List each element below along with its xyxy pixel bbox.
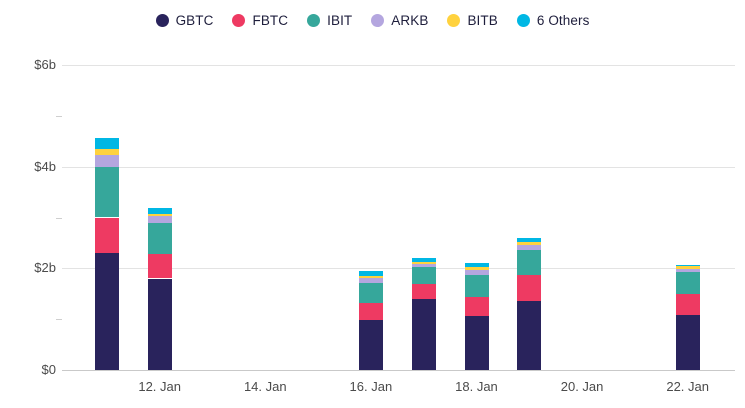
bar-11-jan-ibit-segment[interactable] xyxy=(94,166,119,218)
y-minor-tick xyxy=(56,115,62,117)
bar-11-jan-bitb-segment[interactable] xyxy=(94,148,119,156)
legend-swatch-6-others xyxy=(516,14,530,27)
legend-swatch-gbtc xyxy=(155,14,169,27)
y-axis-tick-label: $0 xyxy=(41,362,56,377)
bar-12-jan-gbtc-segment[interactable] xyxy=(147,278,172,370)
legend-swatch-arkb xyxy=(371,14,385,27)
bar-18-jan-bitb-segment[interactable] xyxy=(464,266,489,270)
bar-18-jan-arkb-segment[interactable] xyxy=(464,269,489,275)
bar-17-jan-6-others-segment[interactable] xyxy=(411,258,436,263)
bar-18-jan-gbtc-segment[interactable] xyxy=(464,316,489,370)
bar-19-jan-6-others-segment[interactable] xyxy=(517,237,542,242)
x-axis-tick-label: 14. Jan xyxy=(243,379,287,394)
bar-12-jan-ibit-segment[interactable] xyxy=(147,222,172,255)
y-axis-tick-label: $4b xyxy=(34,158,56,174)
bar-19-jan-fbtc-segment[interactable] xyxy=(517,274,542,301)
bar-11-jan-6-others-segment[interactable] xyxy=(94,137,119,149)
bar-22-jan-6-others-segment[interactable] xyxy=(675,264,700,267)
bar-16-jan-bitb-segment[interactable] xyxy=(358,275,383,278)
bar-16-jan-fbtc-segment[interactable] xyxy=(358,303,383,321)
y-axis-tick-label: $2b xyxy=(34,260,56,276)
bar-16-jan-gbtc-segment[interactable] xyxy=(358,320,383,370)
bar-17-jan-bitb-segment[interactable] xyxy=(411,262,436,265)
x-axis-tick-label: 22. Jan xyxy=(666,379,709,394)
bar-17-jan-fbtc-segment[interactable] xyxy=(411,284,436,299)
x-axis-tick-label: 20. Jan xyxy=(560,379,604,394)
bar-17-jan-ibit-segment[interactable] xyxy=(411,267,436,285)
legend-label-gbtc: GBTC xyxy=(175,13,214,28)
legend-label-bitb: BITB xyxy=(467,13,498,28)
x-axis-tick-label: 18. Jan xyxy=(455,379,498,394)
legend-swatch-bitb xyxy=(447,14,461,27)
bar-22-jan-fbtc-segment[interactable] xyxy=(675,294,700,316)
bar-12-jan-bitb-segment[interactable] xyxy=(147,213,172,217)
x-axis-tick-label: 12. Jan xyxy=(138,379,181,394)
bar-19-jan-gbtc-segment[interactable] xyxy=(517,300,542,370)
bar-18-jan-6-others-segment[interactable] xyxy=(464,263,489,267)
bar-16-jan-ibit-segment[interactable] xyxy=(358,283,383,304)
bar-17-jan-arkb-segment[interactable] xyxy=(411,264,436,268)
legend-item-arkb: ARKB xyxy=(371,13,428,28)
legend-swatch-ibit xyxy=(307,14,321,27)
y-axis-tick-label: $6b xyxy=(34,57,56,72)
legend-item-bitb: BITB xyxy=(447,13,498,28)
y-minor-tick xyxy=(56,319,62,321)
bar-19-jan-ibit-segment[interactable] xyxy=(517,249,542,275)
bar-16-jan-6-others-segment[interactable] xyxy=(358,270,383,276)
bar-22-jan-ibit-segment[interactable] xyxy=(675,271,700,295)
bar-12-jan-6-others-segment[interactable] xyxy=(147,207,172,214)
gridline-y-4 xyxy=(62,166,735,168)
bar-18-jan-fbtc-segment[interactable] xyxy=(464,297,489,317)
bar-11-jan-gbtc-segment[interactable] xyxy=(94,253,119,370)
legend-item-ibit: IBIT xyxy=(307,13,352,28)
gridline-y-0 xyxy=(62,370,735,371)
x-axis-tick-label: 16. Jan xyxy=(349,379,393,394)
legend-swatch-fbtc xyxy=(232,14,246,27)
bar-11-jan-arkb-segment[interactable] xyxy=(94,155,119,167)
chart-legend: GBTC FBTC IBIT ARKB BITB 6 Others xyxy=(0,13,745,28)
legend-item-6-others: 6 Others xyxy=(516,13,590,28)
legend-item-fbtc: FBTC xyxy=(232,13,288,28)
bar-12-jan-arkb-segment[interactable] xyxy=(147,216,172,223)
bar-19-jan-bitb-segment[interactable] xyxy=(517,241,542,246)
legend-label-arkb: ARKB xyxy=(391,13,429,28)
bar-22-jan-gbtc-segment[interactable] xyxy=(675,315,700,370)
legend-label-fbtc: FBTC xyxy=(252,13,289,28)
bar-22-jan-bitb-segment[interactable] xyxy=(675,266,700,269)
bar-12-jan-fbtc-segment[interactable] xyxy=(147,254,172,279)
legend-label-ibit: IBIT xyxy=(327,13,353,28)
bar-17-jan-gbtc-segment[interactable] xyxy=(411,298,436,370)
y-minor-tick xyxy=(56,217,62,219)
bar-11-jan-fbtc-segment[interactable] xyxy=(94,217,119,254)
legend-label-6-others: 6 Others xyxy=(536,13,590,28)
bar-18-jan-ibit-segment[interactable] xyxy=(464,274,489,298)
bar-19-jan-arkb-segment[interactable] xyxy=(517,245,542,250)
gridline-y-6 xyxy=(62,65,735,66)
bar-22-jan-arkb-segment[interactable] xyxy=(675,268,700,272)
legend-item-gbtc: GBTC xyxy=(155,13,214,28)
bar-16-jan-arkb-segment[interactable] xyxy=(358,277,383,284)
